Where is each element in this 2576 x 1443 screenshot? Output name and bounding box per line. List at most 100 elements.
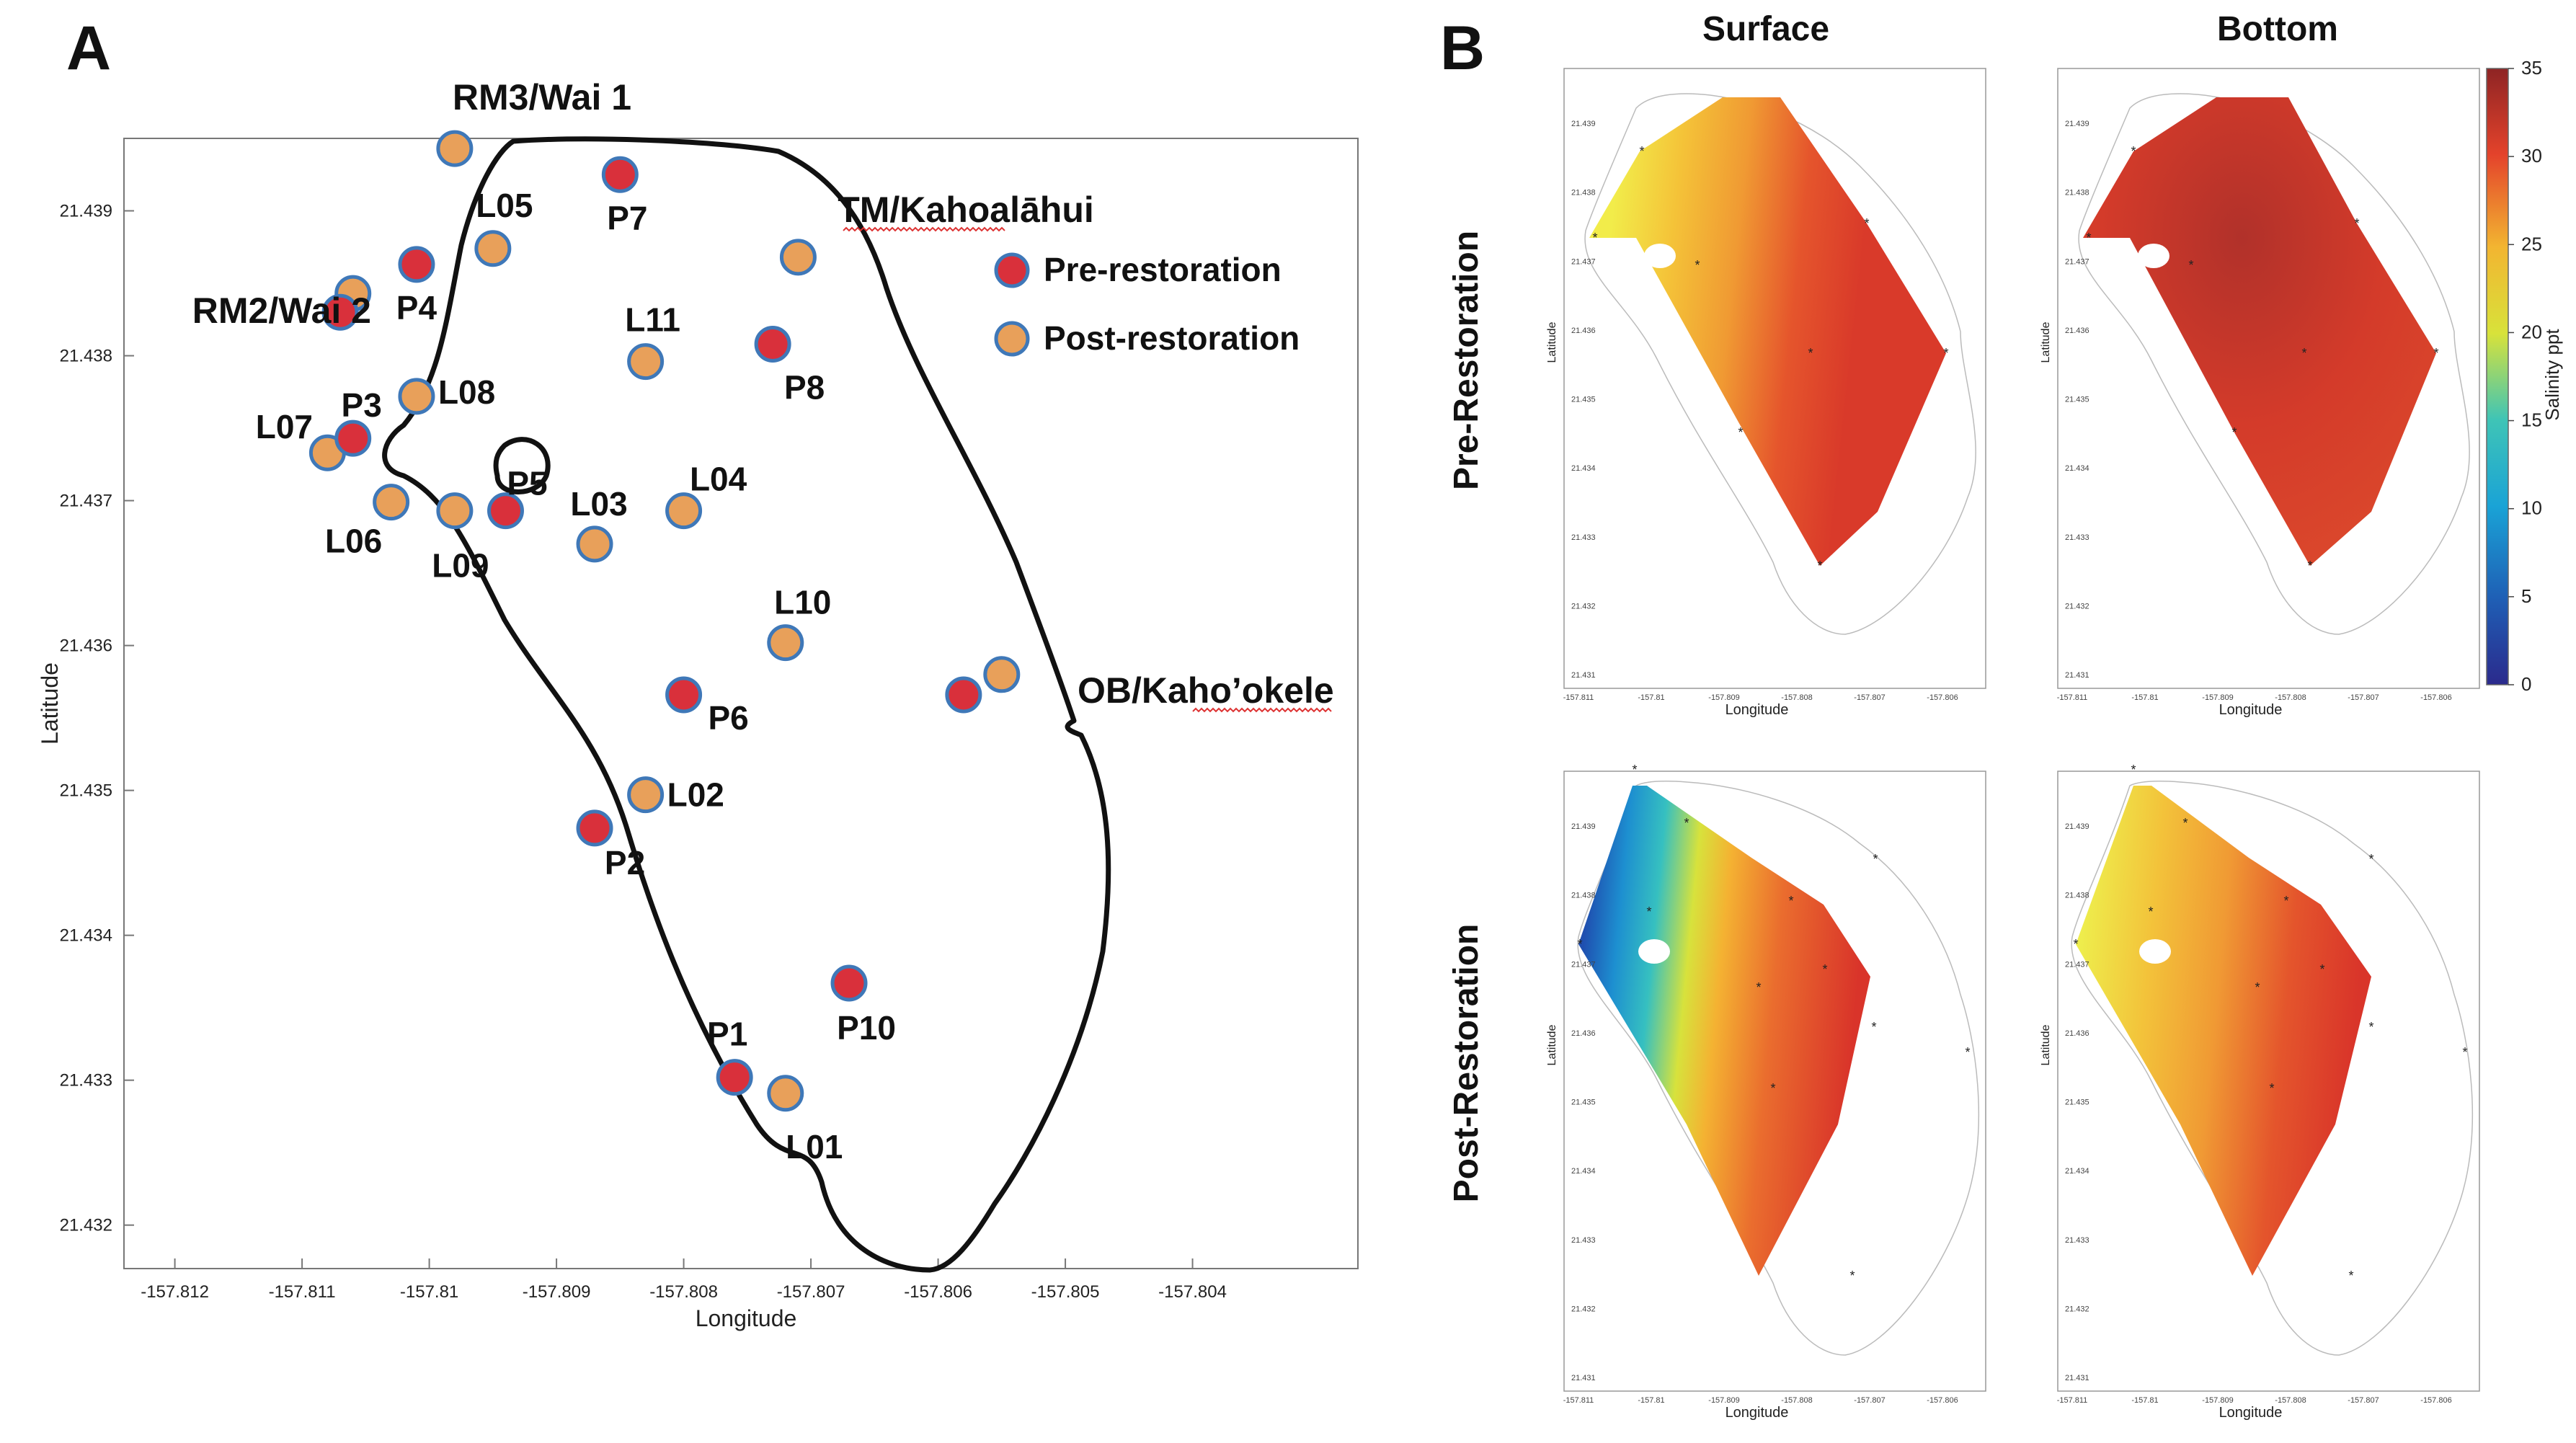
b-y-tick-label: 21.433: [2065, 1236, 2089, 1245]
survey-point-marker: *: [1788, 894, 1793, 908]
post-station-l02: [627, 776, 665, 814]
survey-point-marker: *: [2269, 1081, 2274, 1096]
outlet-label-1: TM/Kahoalāhui: [838, 190, 1094, 230]
panel-a-x-axis: -157.812 -157.811 -157.81 -157.809 -157.808 -…: [141, 1258, 1227, 1302]
b-x-tick-label: -157.81: [2131, 693, 2158, 702]
station-label-p4: P4: [396, 289, 438, 327]
panel-b-letter: B: [1440, 14, 1485, 83]
colorbar-tick-label: 5: [2521, 585, 2531, 607]
survey-point-marker: *: [2368, 852, 2373, 866]
islet: [1638, 939, 1670, 964]
station-label-l04: L04: [690, 461, 747, 498]
y-tick-label: 21.434: [60, 926, 112, 946]
b-y-axis-title: Latitude: [2040, 321, 2052, 363]
x-tick-label: -157.811: [269, 1282, 336, 1302]
survey-point-marker: *: [1864, 216, 1869, 231]
pre-station-p5: [487, 492, 524, 530]
pre-station-p8: [754, 325, 791, 363]
survey-point-marker: *: [2182, 816, 2188, 830]
survey-point-marker: *: [1646, 905, 1651, 919]
b-y-tick-label: 21.433: [1571, 1236, 1596, 1245]
survey-point-marker: *: [1808, 346, 1813, 360]
station-label-p6: P6: [708, 699, 748, 737]
b-x-tick-label: -157.808: [1781, 1396, 1812, 1405]
survey-point-marker: *: [2319, 962, 2324, 977]
map-post-surface: [1563, 771, 1986, 1392]
station-label-l10: L10: [774, 584, 831, 621]
station-label-p8: P8: [784, 368, 825, 406]
survey-point-marker: *: [1943, 346, 1948, 360]
survey-point-marker: *: [2368, 1020, 2373, 1034]
y-tick-label: 21.433: [60, 1071, 112, 1091]
b-x-tick-label: -157.807: [1854, 693, 1885, 702]
outlet-label-3: OB/Kaho’okele: [1078, 670, 1334, 711]
spellcheck-underline: [1192, 707, 1332, 713]
b-y-tick-label: 21.435: [1571, 1098, 1596, 1107]
b-x-tick-label: -157.806: [2420, 1396, 2451, 1405]
station-label-l09: L09: [432, 547, 489, 585]
station-label-p1: P1: [707, 1016, 747, 1053]
b-x-tick-label: -157.806: [2420, 693, 2451, 702]
spellcheck-underline: [843, 226, 1005, 232]
survey-point-marker: *: [1822, 962, 1827, 977]
b-y-tick-label: 21.432: [2065, 602, 2089, 610]
b-y-tick-label: 21.433: [1571, 533, 1596, 542]
x-tick-label: -157.806: [904, 1282, 972, 1302]
station-label-l03: L03: [570, 485, 627, 523]
survey-point-marker: *: [1965, 1045, 1970, 1060]
post-station-rm3-wai-1: [436, 130, 474, 167]
station-label-l01: L01: [786, 1128, 843, 1166]
survey-point-marker: *: [1770, 1081, 1775, 1096]
b-y-tick-label: 21.431: [1571, 1374, 1596, 1382]
survey-point-marker: *: [1695, 258, 1700, 272]
post-station-l03: [576, 525, 613, 563]
station-label-p7: P7: [607, 199, 647, 236]
b-y-tick-label: 21.439: [1571, 822, 1596, 831]
survey-point-marker: *: [2148, 905, 2153, 919]
b-y-tick-label: 21.435: [2065, 396, 2089, 404]
survey-point-marker: *: [2283, 894, 2288, 908]
map-shoreline: [2071, 781, 2474, 1356]
y-tick-label: 21.438: [60, 347, 112, 366]
panel-a-axes-frame: [123, 138, 1359, 1269]
colorbar-tick-label: 0: [2521, 673, 2531, 695]
b-y-tick-label: 21.436: [1571, 327, 1596, 335]
map-pre-surface: [1563, 68, 1986, 689]
legend-pre-marker: [994, 252, 1030, 288]
station-label-l06: L06: [325, 523, 382, 560]
b-x-tick-label: -157.809: [2202, 1396, 2233, 1405]
x-tick-label: -157.812: [141, 1282, 209, 1302]
column-title-surface: Surface: [1702, 10, 1829, 48]
station-label-l02: L02: [667, 776, 724, 814]
row-title-post: Post-Restoration: [1447, 924, 1485, 1203]
legend-post-label: Post-restoration: [1044, 319, 1300, 357]
legend-post-marker: [994, 321, 1030, 357]
b-y-tick-label: 21.439: [2065, 120, 2089, 128]
map-frame: [1563, 68, 1986, 689]
survey-point-marker: *: [1577, 937, 1582, 951]
map-frame: [2057, 771, 2480, 1392]
post-station-l11: [627, 343, 665, 381]
colorbar-tick-label: 20: [2521, 321, 2542, 342]
post-station-l05: [474, 230, 512, 267]
post-station-l04: [665, 492, 703, 530]
panel-a-legend: Pre-restoration Post-restoration: [994, 251, 1300, 357]
b-x-tick-label: -157.811: [1563, 693, 1594, 702]
b-y-tick-label: 21.438: [2065, 892, 2089, 900]
b-x-tick-label: -157.811: [2057, 693, 2088, 702]
b-y-tick-label: 21.439: [2065, 822, 2089, 831]
survey-point-marker: *: [1592, 231, 1597, 245]
x-tick-label: -157.809: [523, 1282, 591, 1302]
x-tick-label: -157.805: [1031, 1282, 1100, 1302]
salinity-surface: [1578, 786, 1870, 1276]
y-tick-label: 21.432: [60, 1216, 112, 1235]
colorbar-label: Salinity ppt: [2541, 329, 2563, 421]
salinity-surface: [2083, 97, 2436, 566]
survey-point-marker: *: [2188, 258, 2193, 272]
b-x-tick-label: -157.806: [1927, 1396, 1958, 1405]
survey-point-marker: *: [1738, 425, 1743, 440]
b-y-tick-label: 21.437: [1571, 257, 1596, 266]
x-tick-label: -157.807: [777, 1282, 845, 1302]
b-y-tick-label: 21.433: [2065, 533, 2089, 542]
